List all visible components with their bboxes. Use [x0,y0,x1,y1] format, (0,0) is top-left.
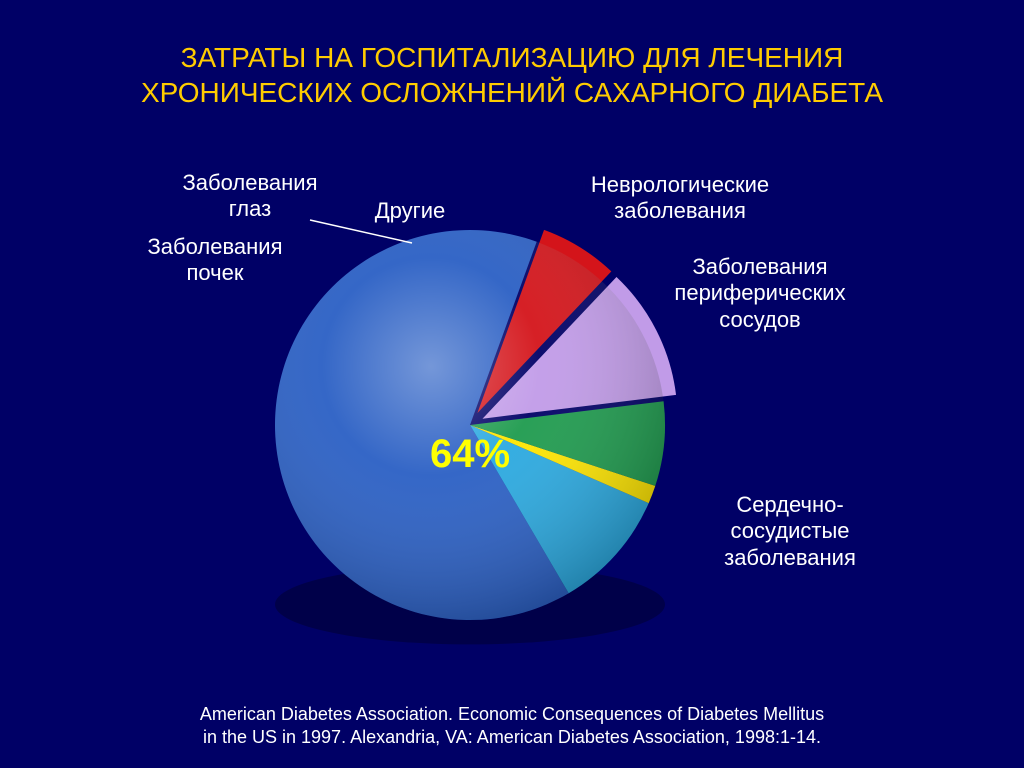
label-cardio: Сердечно- сосудистые заболевания [670,492,910,571]
label-kidney: Заболевания почек [95,234,335,287]
label-peripheral: Заболевания периферических сосудов [640,254,880,333]
label-neuro: Неврологические заболевания [560,172,800,225]
citation-text: American Diabetes Association. Economic … [0,703,1024,748]
center-percent-label: 64% [430,432,510,477]
label-other: Другие [290,198,530,224]
pie-chart [0,0,1024,768]
